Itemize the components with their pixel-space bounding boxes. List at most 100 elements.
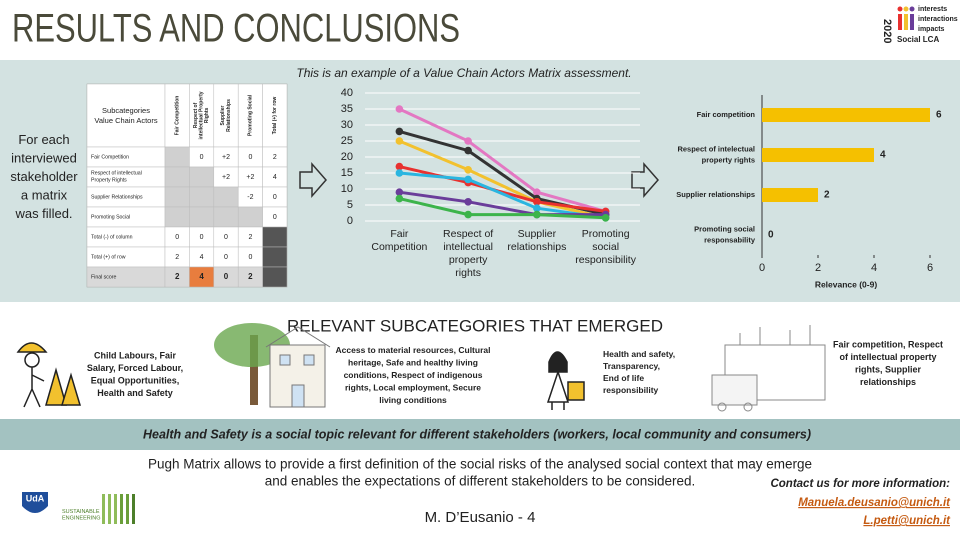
point [464,166,472,174]
row-label: Fair Competition [91,154,129,160]
cell-value: 0 [224,254,228,261]
bar [762,148,874,162]
row-label: Promoting Social [91,214,130,220]
cell-value: 0 [248,154,252,161]
logo-line: impacts [918,26,945,33]
cell-value: 4 [199,272,204,281]
email[interactable]: L.petti@unich.it [863,515,951,527]
worker-icon [16,342,82,408]
header-label: Promoting Social [248,94,254,136]
conclusion: Pugh Matrix allows to provide a first de… [148,456,812,488]
y-tick-label: 30 [341,119,353,131]
bag [567,381,585,401]
logo-bar [904,14,908,30]
cell-value: 2 [248,272,253,281]
logo-dot [897,6,903,12]
cell-value: 2 [175,254,179,261]
helmet [16,342,48,353]
point [533,188,541,196]
item-text: Access to material resources, Cultural he… [336,345,491,405]
table-cell [189,166,215,188]
point [464,137,472,145]
header-cell [86,83,166,148]
email[interactable]: Manuela.deusanio@unich.it [798,497,951,509]
y-tick-label: Fair competition [697,110,756,119]
logo-bar [910,14,914,30]
arrow [299,162,327,198]
table-cell [189,186,215,208]
y-tick-label: 5 [347,199,353,211]
point [395,127,404,136]
header-label: Subcategories Value Chain Actors [94,106,157,125]
header-cell [164,83,190,148]
cell-value: +2 [246,174,254,181]
se-logo: SUSTAINABLE ENGINEERING [62,494,135,524]
bar [762,188,818,202]
cell-value: 0 [224,272,229,281]
value-label: 6 [936,110,942,121]
y-tick-label: Promoting social responsability [694,224,756,244]
table-cell [213,186,239,208]
row-label: Total (+) of row [91,254,126,260]
point [395,105,404,113]
se-bar [126,494,129,524]
row-label: Supplier Relationships [91,194,143,200]
se-bar [132,494,135,524]
x-tick-label: 0 [759,262,765,274]
table-cell [262,266,288,288]
section-heading: RELEVANT SUBCATEGORIES THAT EMERGED [287,316,663,335]
logo-dot [903,6,909,12]
cell-value: 0 [175,234,179,241]
logo: 2020 interests interactions impacts Soci… [881,6,958,44]
cell-value: 2 [273,154,277,161]
logo-line: interests [918,6,947,13]
contact-label: Contact us for more information: [770,478,950,490]
header-label: Total (+) for row [272,97,278,135]
cell-value: +2 [222,174,230,181]
point [395,137,404,145]
y-tick-label: Respect of intelectual property rights [677,144,755,164]
y-tick-label: 35 [341,103,353,115]
row-label: Respect of intellectual Property Rights [91,171,142,184]
item-text: Child Labours, Fair Salary, Forced Labour… [87,351,183,399]
wheel [717,402,727,412]
door [291,384,305,408]
series-line [399,171,606,220]
cell-value: 0 [200,234,204,241]
point [464,210,472,219]
window [303,354,315,366]
point [533,198,541,206]
uda-text: UdA [26,493,45,503]
se-bar [114,494,117,524]
banner-text: Health and Safety is a social topic rele… [143,427,811,441]
point [601,214,610,222]
y-tick-label: 10 [341,183,353,195]
y-tick-label: 40 [341,87,353,99]
left-note: For each interviewed stakeholder a matrix wa… [10,132,78,221]
logo-year: 2020 [881,19,893,43]
table-cell [237,206,263,228]
x-tick-label: 6 [927,262,933,274]
cell-value: 4 [200,254,204,261]
footer-author: M. D’Eusanio - 4 [425,509,536,526]
body [23,367,45,408]
y-tick-label: 25 [341,135,353,147]
cell-value: 0 [224,234,228,241]
point [533,204,541,212]
logo-line: interactions [918,16,958,23]
table-cell [262,226,288,248]
cell-value: 4 [273,174,277,181]
bar [762,108,930,122]
x-tick-label: Promoting social responsibility [575,228,636,266]
header-label: Fair Competition [175,96,181,136]
window [279,354,291,366]
consumer-icon [546,351,585,410]
y-tick-label: 20 [341,151,353,163]
matrix-table: Subcategories Value Chain Actors Fair Comp… [86,83,288,288]
point [395,188,404,196]
table-cell [164,186,190,208]
x-tick-label: Respect of intellectual property rights [443,228,493,279]
x-tick-label: 2 [815,262,821,274]
truck [711,374,758,406]
point [395,162,404,171]
